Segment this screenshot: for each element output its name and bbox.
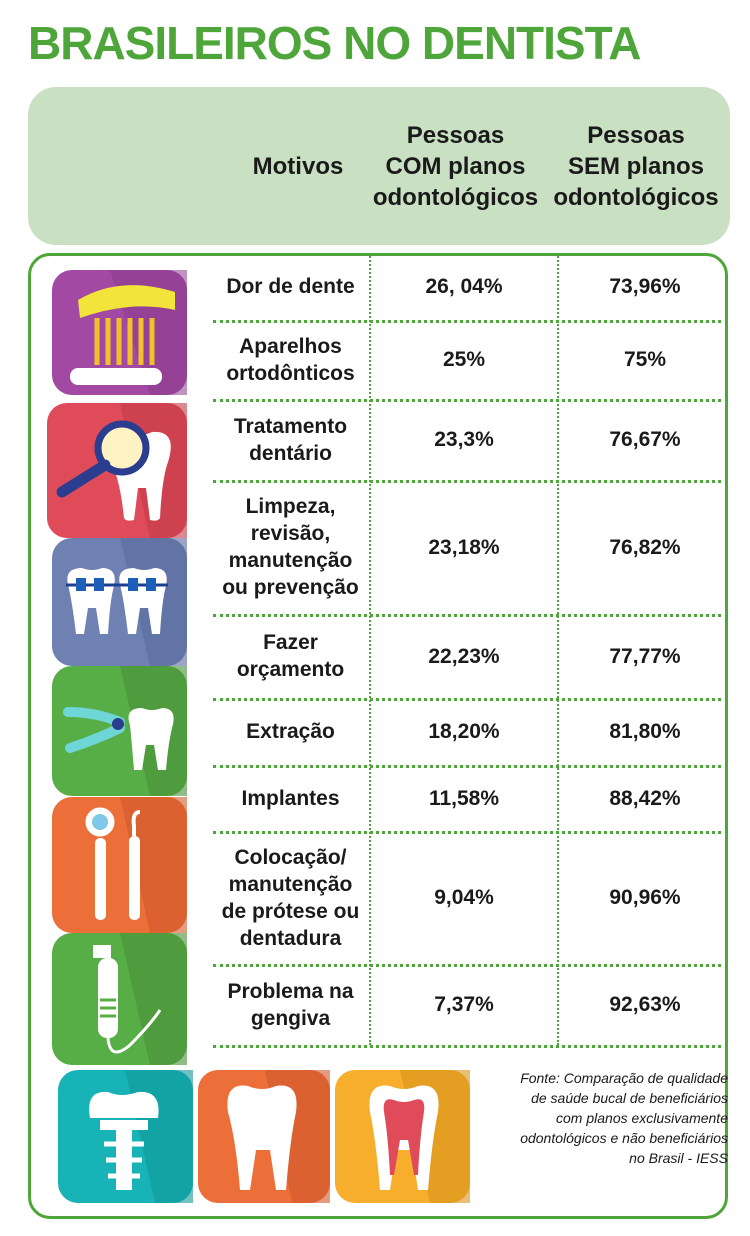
sem-planos-cell: 88,42% <box>609 786 681 810</box>
motivo-cell: Implantes <box>241 786 340 810</box>
dental-mirror-tooth-icon <box>47 403 187 538</box>
sem-planos-cell: 73,96% <box>609 275 681 298</box>
dental-drill-icon <box>52 933 187 1065</box>
toothbrush-icon <box>52 270 187 395</box>
implant-icon <box>58 1070 193 1203</box>
table-row: Tratamento dentário 23,3% 76,67% <box>0 399 750 480</box>
com-planos-cell: 18,20% <box>428 720 500 743</box>
braces-icon <box>52 538 187 666</box>
sem-planos-cell: 77,77% <box>609 644 681 668</box>
motivo-cell: Limpeza, revisão, manutenção ou prevençã… <box>222 495 359 599</box>
motivo-cell: Tratamento dentário <box>233 414 348 465</box>
com-planos-cell: 25% <box>442 348 486 371</box>
dental-tools-icon <box>52 797 187 933</box>
com-planos-cell: 11,58% <box>428 786 500 810</box>
motivo-cell: Aparelhos ortodônticos <box>226 334 355 385</box>
com-planos-cell: 22,23% <box>428 644 500 668</box>
table-row: Limpeza, revisão, manutenção ou prevençã… <box>0 480 750 614</box>
row-divider <box>213 399 721 402</box>
row-divider <box>213 765 721 768</box>
column-divider <box>557 253 559 1045</box>
table-panel <box>28 253 728 1219</box>
com-planos-cell: 7,37% <box>434 993 494 1016</box>
tooth-icon <box>198 1070 330 1203</box>
extraction-pliers-icon <box>52 666 187 796</box>
sem-planos-cell: 76,67% <box>609 428 681 451</box>
tooth-cross-section-icon <box>335 1070 470 1203</box>
sem-planos-cell: 75% <box>623 348 667 371</box>
row-divider <box>213 320 721 323</box>
page-title: BRASILEIROS NO DENTISTA <box>28 17 642 69</box>
header-com-planos: Pessoas COM planos odontológicos <box>372 121 539 211</box>
row-divider <box>213 698 721 701</box>
table-header: Motivos Pessoas COM planos odontológicos… <box>28 87 730 245</box>
motivo-cell: Colocação/ manutenção de prótese ou dent… <box>221 845 360 950</box>
table-row: Implantes 11,58% 88,42% <box>0 765 750 831</box>
motivo-cell: Fazer orçamento <box>236 631 345 681</box>
column-divider <box>369 253 371 1045</box>
com-planos-cell: 23,18% <box>428 535 500 559</box>
header-motivos: Motivos <box>252 152 344 180</box>
row-divider <box>213 831 721 834</box>
table-row: Aparelhos ortodônticos 25% 75% <box>0 320 750 399</box>
sem-planos-cell: 90,96% <box>609 886 681 909</box>
motivo-cell: Problema na gengiva <box>227 979 354 1030</box>
table-row: Colocação/ manutenção de prótese ou dent… <box>0 831 750 964</box>
com-planos-cell: 23,3% <box>434 428 494 451</box>
motivo-cell: Dor de dente <box>226 275 355 298</box>
source-note: Fonte: Comparação de qualidade de saúde … <box>520 1070 728 1166</box>
sem-planos-cell: 92,63% <box>609 993 681 1016</box>
motivo-cell: Extração <box>246 720 335 743</box>
row-divider <box>213 1045 721 1048</box>
header-sem-planos: Pessoas SEM planos odontológicos <box>553 121 719 211</box>
table-row: Fazer orçamento 22,23% 77,77% <box>0 614 750 698</box>
table-row: Extração 18,20% 81,80% <box>0 698 750 765</box>
row-divider <box>213 964 721 967</box>
sem-planos-cell: 81,80% <box>609 720 681 743</box>
table-row: Dor de dente 26, 04% 73,96% <box>0 253 750 320</box>
table-row: Problema na gengiva 7,37% 92,63% <box>0 964 750 1045</box>
row-divider <box>213 480 721 483</box>
sem-planos-cell: 76,82% <box>609 535 681 559</box>
row-divider <box>213 614 721 617</box>
com-planos-cell: 26, 04% <box>425 275 503 298</box>
com-planos-cell: 9,04% <box>434 886 494 909</box>
